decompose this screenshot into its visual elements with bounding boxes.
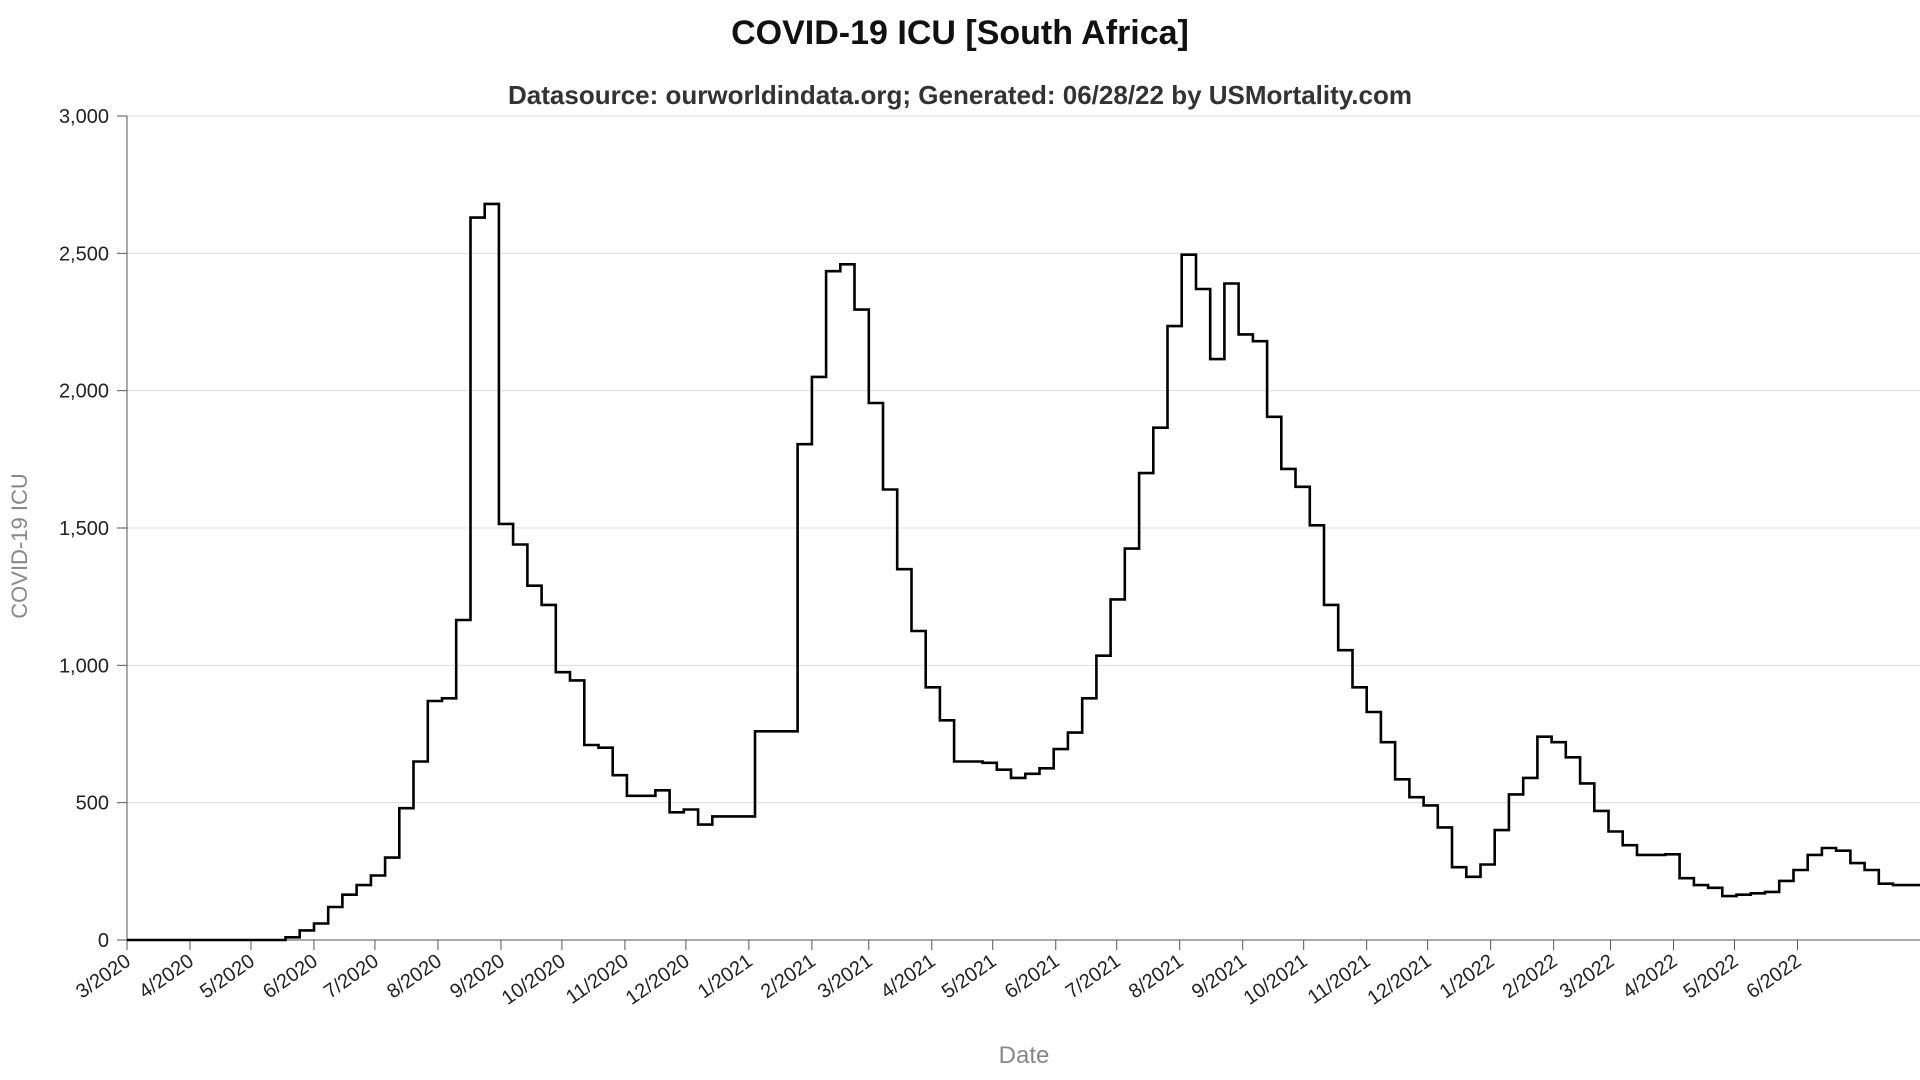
x-tick-label: 3/2021 — [814, 950, 877, 1003]
x-tick-label: 5/2022 — [1680, 950, 1743, 1003]
series-layer — [127, 202, 1920, 942]
x-tick-label: 10/2021 — [1240, 950, 1312, 1009]
x-tick-label: 7/2021 — [1062, 950, 1125, 1003]
y-axis-label: COVID-19 ICU — [7, 473, 32, 618]
x-tick-label: 6/2020 — [259, 950, 322, 1003]
y-tick-label: 1,000 — [59, 655, 109, 677]
x-tick-label: 12/2021 — [1364, 950, 1436, 1009]
x-tick-label: 8/2021 — [1125, 950, 1188, 1003]
x-tick-label: 11/2020 — [562, 950, 633, 1009]
y-tick-label: 1,500 — [59, 518, 109, 540]
x-tick-label: 1/2022 — [1436, 950, 1499, 1003]
x-tick-label: 7/2020 — [320, 950, 383, 1003]
y-tick-label: 2,500 — [59, 243, 109, 265]
y-tick-label: 2,000 — [59, 381, 109, 403]
x-tick-label: 2/2022 — [1499, 950, 1562, 1003]
x-tick-label: 4/2021 — [877, 950, 940, 1003]
y-axis: 0 500 1,000 1,500 2,000 2,500 3,000 — [59, 106, 128, 952]
chart-title: COVID-19 ICU [South Africa] — [731, 14, 1189, 52]
x-tick-label: 4/2022 — [1619, 950, 1682, 1003]
x-tick-label: 10/2020 — [498, 950, 570, 1009]
x-tick-label: 4/2020 — [135, 950, 198, 1003]
chart-subtitle: Datasource: ourworldindata.org; Generate… — [508, 80, 1412, 110]
y-tick-label: 500 — [76, 793, 109, 815]
x-tick-label: 3/2020 — [72, 950, 135, 1003]
x-tick-label: 6/2022 — [1743, 950, 1806, 1003]
x-tick-label: 1/2021 — [694, 950, 757, 1003]
x-tick-label: 11/2021 — [1304, 950, 1375, 1009]
x-tick-label: 2/2021 — [757, 950, 820, 1003]
x-tick-label: 5/2021 — [938, 950, 1001, 1003]
x-axis-label: Date — [999, 1042, 1050, 1069]
y-tick-label: 0 — [98, 930, 109, 952]
x-tick-label: 12/2020 — [622, 950, 694, 1009]
x-tick-label: 6/2021 — [1001, 950, 1064, 1003]
y-tick-label: 3,000 — [59, 106, 109, 128]
grid-lines — [127, 115, 1920, 941]
x-tick-label: 8/2020 — [383, 950, 446, 1003]
x-tick-label: 5/2020 — [196, 950, 259, 1003]
series-line — [127, 202, 1920, 942]
x-tick-label: 3/2022 — [1556, 950, 1619, 1003]
